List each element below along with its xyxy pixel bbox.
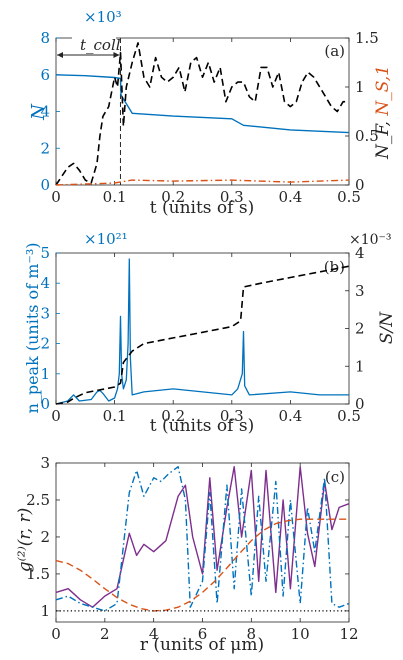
panel-b-series-1 [55,265,350,405]
panel-a-x-tick-label: 0.2 [161,188,185,206]
panel-c-y-label: g⁽²⁾(r, r) [15,508,35,573]
panel-b-y2-tick-label: 4 [355,244,365,262]
panel-a-y-tick-label: 6 [40,66,50,84]
panel-a-x-tick-label: 0.4 [278,188,302,206]
panel-a-series-2 [55,179,350,186]
panel-b-x-tick-label: 0.2 [161,407,185,425]
panel-c-x-tick-label: 0 [51,625,61,643]
panel-c-y-tick-label: 1 [40,602,50,620]
panel-a-series-0 [55,74,350,134]
panel-a-tcoll-label-bg [72,37,116,52]
panel-b-y-tick-label: 2 [40,335,50,353]
panel-b-left-exponent: ×10²¹ [84,230,128,248]
panel-a-frame [55,37,350,186]
panel-c-y-tick-label: 2.5 [26,491,50,509]
panel-c-series-2 [55,518,349,612]
panel-a-y2-tick-label: 1 [355,78,365,96]
panel-a-y-tick-label: 4 [40,103,50,121]
panel-b-x-tick-label: 0.1 [103,407,127,425]
panel-a-y2-tick-label: 1.5 [355,29,379,47]
panel-b-x-tick-label: 0 [51,407,61,425]
panel-c-x-tick-label: 8 [247,625,257,643]
panel-b-y2-tick-label: 1 [355,357,365,375]
panel-b-y2-tick-label: 2 [355,320,365,338]
panel-a-tcoll-label: t_coll [80,36,121,54]
panel-c-x-tick-label: 6 [198,625,208,643]
panel-c-y-tick-label: 1.5 [26,565,50,583]
panel-b-x-tick-label: 0.3 [220,407,244,425]
panel-a-y2-tick-label: 0.5 [355,127,379,145]
panel-b-x-tick-label: 0.4 [278,407,302,425]
panel-c-y-tick-label: 3 [40,454,50,472]
panel-a-y-tick-label: 0 [40,176,50,194]
panel-a-series-1 [55,42,349,186]
panel-a-right-label: N_F, N_S,1 [373,65,393,160]
panel-b-y-tick-label: 3 [40,304,50,322]
panel-a-tag: (a) [324,42,345,60]
panel-c-x-tick-label: 10 [291,625,310,643]
panel-c-x-tick-label: 12 [339,625,358,643]
panel-a-y-tick-label: 2 [40,139,50,157]
panel-c-tag: (c) [325,468,345,486]
panel-b-series-0 [55,258,349,405]
panel-c-y-tick-label: 2 [40,528,50,546]
panel-a-exponent: ×10³ [84,8,122,26]
panel-b-y2-tick-label: 3 [355,282,365,300]
panel-a-right-label-ns1: N_S,1 [373,65,393,117]
panel-b-right-label: S/N [377,311,397,344]
panel-b-y2-tick-label: 0 [355,395,365,413]
panel-c-x-tick-label: 4 [149,625,159,643]
panel-c-series-0 [55,466,350,608]
panel-a-y-tick-label: 8 [40,29,50,47]
panel-a-x-tick-label: 0.5 [337,188,361,206]
panel-c-x-tick-label: 2 [100,625,110,643]
panel-b-x-label: t (units of s) [150,416,254,436]
panel-a-x-tick-label: 0.3 [220,188,244,206]
panel-b-y-tick-label: 0 [40,395,50,413]
panel-b-frame [55,252,350,405]
panel-a-x-tick-label: 0 [51,188,61,206]
panel-a-y2-tick-label: 0 [355,176,365,194]
panel-a-left-label: N [28,103,49,121]
panel-b-tag: (b) [324,258,345,276]
panel-b-x-tick-label: 0.5 [337,407,361,425]
panel-a-right-label-nf: N_F, [373,116,393,160]
panel-a-tcoll-arrowhead-right [113,52,120,58]
panel-a-x-tick-label: 0.1 [103,188,127,206]
panel-c-series-1 [55,466,350,612]
panel-a-x-label: t (units of s) [150,198,254,218]
panel-b-right-exponent: ×10⁻³ [349,232,392,248]
panel-b-left-label: n_peak (units of m⁻³) [23,243,42,414]
panel-b-y-tick-label: 4 [40,274,50,292]
panel-b-y-tick-label: 1 [40,365,50,383]
panel-b-y-tick-label: 5 [40,244,50,262]
panel-c-x-label: r (units of μm) [140,635,264,655]
panel-a-tcoll-arrowhead-left [57,52,63,58]
